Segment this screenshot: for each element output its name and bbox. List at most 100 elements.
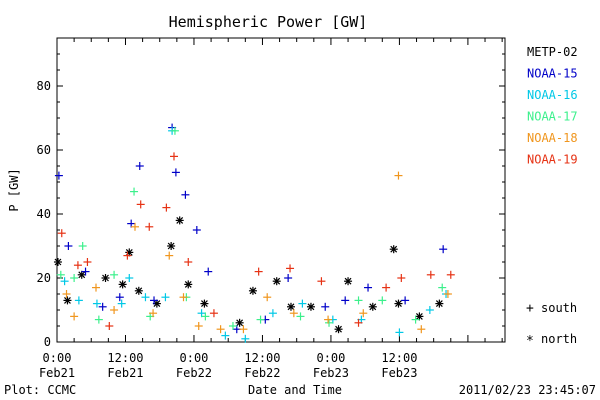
data-point bbox=[364, 283, 373, 292]
data-point bbox=[118, 280, 127, 289]
legend-entry: NOAA-15 bbox=[527, 67, 578, 81]
data-point bbox=[192, 226, 201, 234]
data-point bbox=[411, 315, 420, 324]
data-point bbox=[70, 312, 79, 321]
data-point bbox=[263, 293, 272, 302]
data-point bbox=[317, 277, 326, 286]
x-tick-date-label: Feb23 bbox=[313, 366, 349, 380]
data-point bbox=[394, 171, 403, 180]
data-point bbox=[81, 267, 90, 276]
data-point bbox=[64, 242, 73, 250]
data-point bbox=[439, 245, 448, 254]
data-point bbox=[284, 274, 293, 282]
data-point bbox=[334, 325, 343, 334]
data-point bbox=[141, 293, 150, 302]
plot-frame bbox=[56, 37, 506, 343]
south-label: south bbox=[541, 301, 577, 315]
south-symbol: + bbox=[526, 301, 534, 316]
data-point bbox=[117, 299, 126, 308]
y-tick-label: 20 bbox=[37, 271, 51, 285]
data-point bbox=[130, 222, 139, 231]
data-point bbox=[286, 264, 295, 273]
data-point bbox=[94, 315, 103, 324]
data-point bbox=[389, 245, 398, 254]
data-point bbox=[57, 229, 66, 238]
legend-entry: NOAA-19 bbox=[527, 153, 578, 167]
data-point bbox=[83, 258, 92, 266]
data-point bbox=[239, 325, 248, 334]
y-axis-label: P [GW] bbox=[7, 168, 21, 211]
data-point bbox=[438, 283, 447, 292]
data-point bbox=[60, 277, 69, 286]
data-point bbox=[149, 309, 158, 318]
data-point bbox=[382, 283, 391, 292]
data-point bbox=[175, 216, 184, 225]
x-axis-label: Date and Time bbox=[248, 383, 342, 397]
chart-title: Hemispheric Power [GW] bbox=[169, 13, 368, 31]
data-point bbox=[395, 328, 404, 337]
data-point bbox=[165, 251, 174, 260]
data-point bbox=[446, 270, 455, 279]
data-point bbox=[145, 222, 154, 231]
data-point bbox=[228, 322, 237, 330]
x-tick-label: 0:00 bbox=[43, 351, 72, 365]
data-point bbox=[123, 251, 132, 260]
x-tick-label: 12:00 bbox=[381, 351, 417, 365]
data-point bbox=[286, 302, 295, 311]
y-tick-label: 60 bbox=[37, 143, 51, 157]
data-point bbox=[425, 306, 434, 314]
data-point bbox=[78, 242, 87, 250]
data-point bbox=[354, 296, 363, 305]
data-point bbox=[150, 296, 159, 305]
data-point bbox=[241, 334, 250, 343]
data-point bbox=[184, 280, 193, 289]
data-point bbox=[181, 190, 190, 199]
data-point bbox=[254, 267, 263, 276]
data-point bbox=[162, 203, 171, 212]
data-point bbox=[63, 296, 72, 305]
data-point bbox=[170, 126, 179, 135]
data-point bbox=[306, 302, 315, 311]
data-point bbox=[394, 299, 403, 308]
data-point bbox=[435, 299, 444, 308]
data-point bbox=[105, 322, 114, 330]
data-point bbox=[344, 277, 353, 286]
data-point bbox=[179, 293, 188, 302]
data-point bbox=[171, 168, 180, 177]
x-tick-label: 12:00 bbox=[244, 351, 280, 365]
y-tick-label: 80 bbox=[37, 79, 51, 93]
data-point bbox=[426, 270, 435, 279]
y-tick-label: 0 bbox=[44, 335, 51, 349]
data-point bbox=[56, 270, 65, 279]
data-point bbox=[221, 331, 230, 340]
data-point bbox=[53, 258, 62, 266]
data-point bbox=[70, 274, 79, 282]
x-tick-label: 0:00 bbox=[180, 351, 209, 365]
data-point bbox=[368, 302, 377, 311]
data-points bbox=[53, 123, 455, 343]
legend-entry: NOAA-17 bbox=[527, 110, 578, 124]
data-point bbox=[184, 258, 193, 266]
data-point bbox=[296, 312, 305, 321]
x-tick-date-label: Feb22 bbox=[176, 366, 212, 380]
data-point bbox=[101, 274, 110, 282]
data-point bbox=[74, 296, 83, 305]
data-point bbox=[91, 283, 100, 292]
y-tick-label: 40 bbox=[37, 207, 51, 221]
data-point bbox=[134, 286, 143, 295]
x-axis: 0:00Feb2112:00Feb210:00Feb2212:00Feb220:… bbox=[39, 38, 503, 380]
data-point bbox=[167, 242, 176, 250]
data-point bbox=[378, 296, 387, 305]
data-point bbox=[248, 286, 257, 295]
legend-entry: METP-02 bbox=[527, 45, 578, 59]
data-point bbox=[110, 306, 119, 314]
x-tick-date-label: Feb21 bbox=[107, 366, 143, 380]
data-point bbox=[136, 200, 145, 209]
data-point bbox=[298, 299, 307, 308]
data-point bbox=[73, 261, 82, 270]
north-symbol: * bbox=[526, 334, 534, 349]
data-point bbox=[216, 325, 225, 334]
data-point bbox=[397, 274, 406, 282]
data-point bbox=[135, 162, 144, 170]
x-tick-label: 12:00 bbox=[107, 351, 143, 365]
